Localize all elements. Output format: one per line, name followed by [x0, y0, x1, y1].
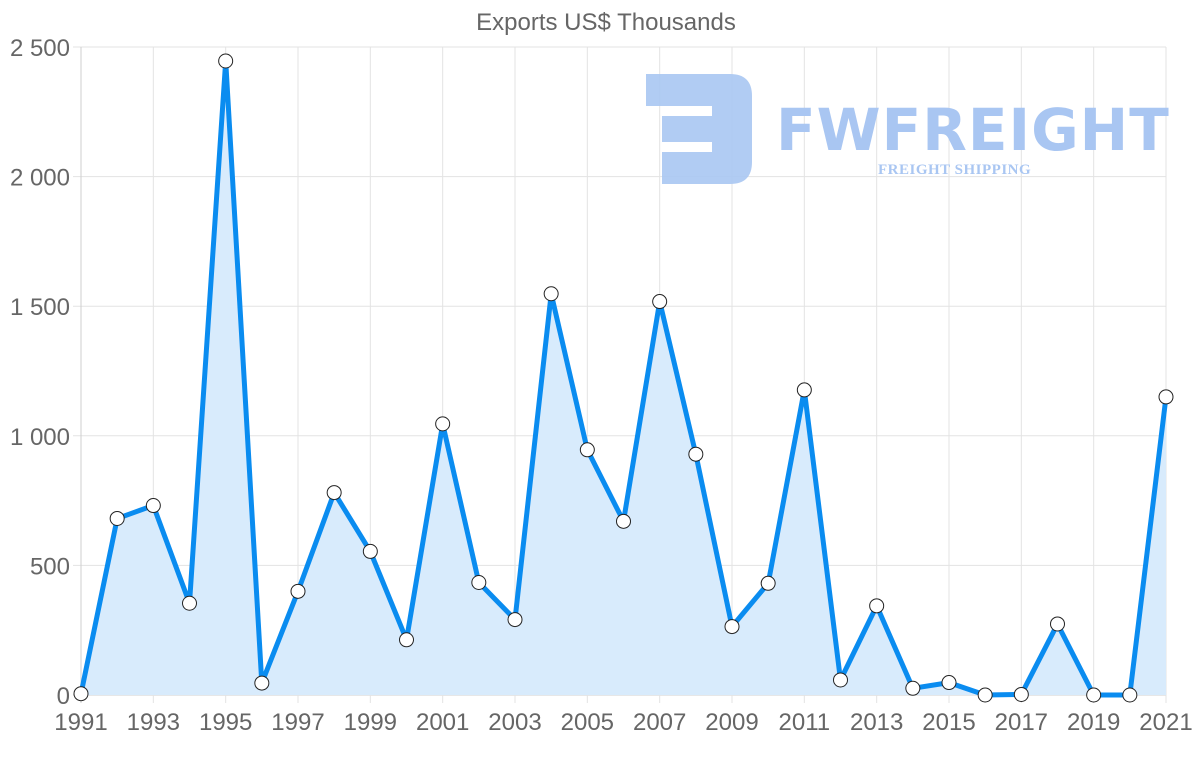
x-tick-label: 1993	[127, 709, 180, 736]
x-tick-label: 2019	[1067, 709, 1120, 736]
data-point[interactable]	[254, 675, 270, 691]
y-axis-ticks: 0 500 1 000 1 500 2 000 2 500	[10, 35, 70, 710]
y-tick-label: 0	[57, 683, 70, 710]
data-point[interactable]	[760, 575, 776, 591]
data-point[interactable]	[145, 498, 161, 514]
x-tick-label: 2007	[633, 709, 686, 736]
data-point[interactable]	[399, 632, 414, 648]
data-point[interactable]	[1050, 616, 1065, 632]
data-point[interactable]	[362, 543, 378, 559]
data-point[interactable]	[869, 598, 885, 614]
data-point[interactable]	[579, 442, 595, 458]
watermark-brand: FWFREIGHT	[776, 96, 1170, 164]
fwfreight-logo-icon	[646, 74, 752, 184]
data-point[interactable]	[435, 416, 451, 432]
data-point[interactable]	[218, 53, 234, 69]
data-point[interactable]	[833, 672, 848, 688]
x-tick-label: 2011	[779, 709, 831, 736]
y-tick-label: 1 000	[10, 424, 70, 451]
y-tick-label: 500	[30, 553, 70, 580]
x-tick-label: 2021	[1139, 709, 1192, 736]
y-tick-label: 2 500	[10, 35, 70, 62]
x-tick-label: 2009	[705, 709, 758, 736]
data-point[interactable]	[688, 446, 704, 462]
x-tick-label: 1991	[54, 709, 107, 736]
x-tick-label: 2017	[995, 709, 1048, 736]
watermark-tagline: FREIGHT SHIPPING	[878, 162, 1031, 178]
x-axis-ticks: 1991 1993 1995 1997 1999 2001 2003 2005 2007 2009…	[54, 709, 1192, 736]
area-fill	[81, 61, 1166, 695]
x-tick-label: 2003	[488, 709, 541, 736]
data-point[interactable]	[652, 294, 668, 310]
fwfreight-watermark: FWFREIGHT FREIGHT SHIPPING	[646, 74, 1170, 184]
data-point[interactable]	[941, 675, 957, 691]
x-tick-label: 1995	[199, 709, 252, 736]
data-points	[73, 53, 1174, 703]
data-point[interactable]	[507, 612, 523, 628]
y-tick-label: 1 500	[10, 294, 70, 321]
data-point[interactable]	[1013, 686, 1029, 702]
x-tick-label: 2013	[850, 709, 903, 736]
data-point[interactable]	[616, 513, 631, 529]
data-point[interactable]	[543, 286, 559, 302]
data-point[interactable]	[1122, 687, 1138, 703]
data-point[interactable]	[109, 510, 125, 526]
chart-title: Exports US$ Thousands	[476, 9, 736, 36]
data-point[interactable]	[182, 595, 197, 611]
data-point[interactable]	[724, 619, 740, 635]
x-tick-label: 2001	[416, 709, 469, 736]
data-point[interactable]	[796, 382, 812, 398]
x-tick-label: 1997	[271, 709, 324, 736]
data-point[interactable]	[1086, 687, 1102, 703]
data-point[interactable]	[73, 686, 89, 702]
data-point[interactable]	[471, 575, 487, 591]
data-point[interactable]	[905, 680, 921, 696]
data-point[interactable]	[290, 583, 306, 599]
x-tick-label: 2015	[922, 709, 975, 736]
data-point[interactable]	[326, 485, 342, 501]
x-tick-label: 2005	[561, 709, 614, 736]
data-point[interactable]	[977, 687, 993, 703]
y-tick-label: 2 000	[10, 165, 70, 192]
data-point[interactable]	[1158, 389, 1174, 405]
x-tick-label: 1999	[344, 709, 397, 736]
